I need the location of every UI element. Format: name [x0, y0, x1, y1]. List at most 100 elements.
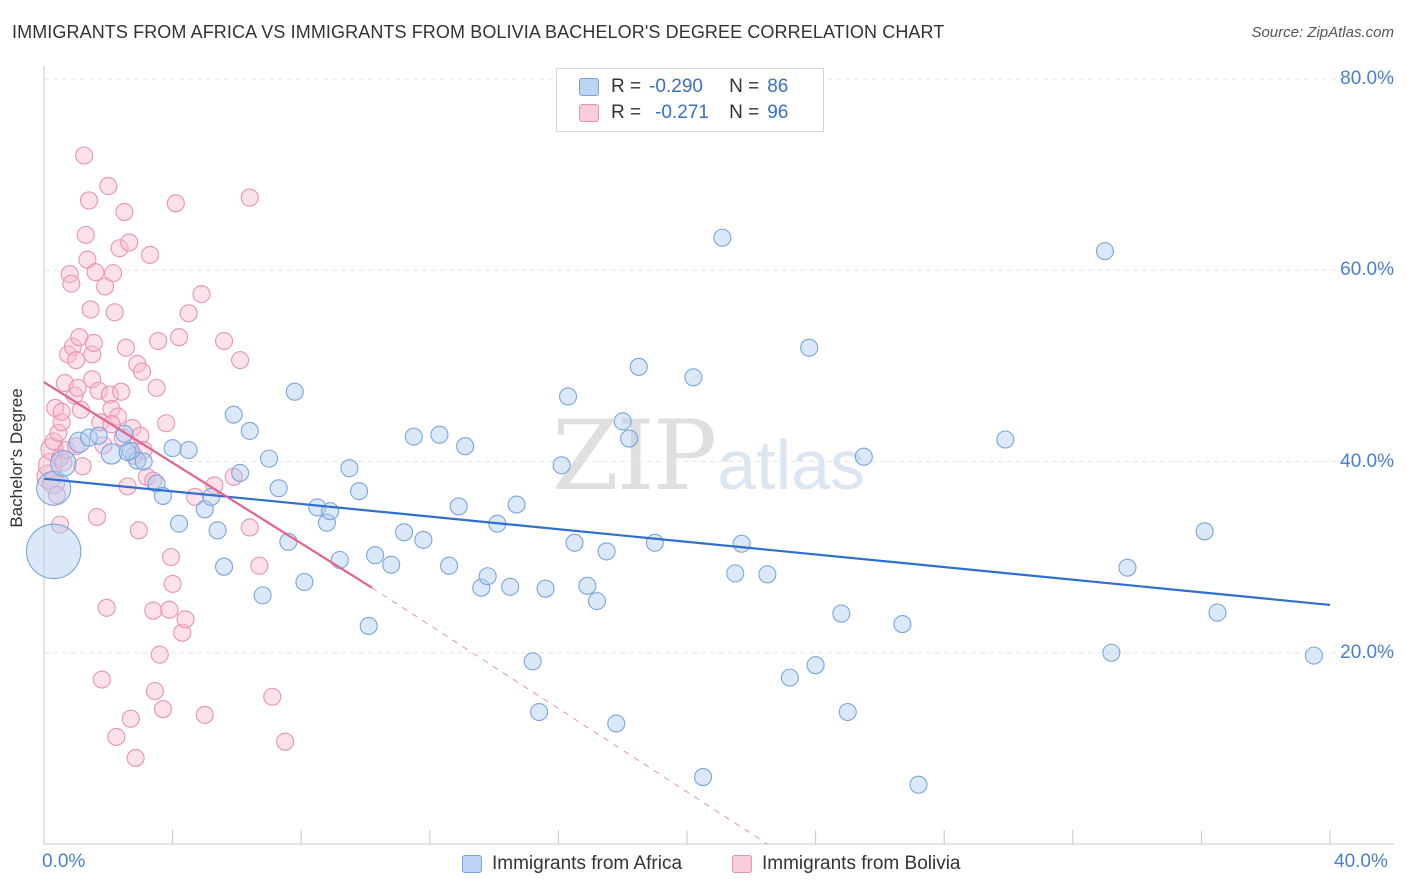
legend-row-africa: R = -0.290 N = 86: [579, 75, 788, 99]
bolivia-point: [87, 507, 107, 527]
bolivia-point: [89, 381, 108, 400]
bolivia-point: [240, 188, 259, 207]
bolivia-point: [153, 700, 173, 719]
africa-point: [578, 576, 597, 595]
africa-point: [1208, 603, 1227, 622]
bolivia-point: [60, 265, 79, 284]
bolivia-point: [240, 518, 259, 537]
bolivia-point: [160, 600, 179, 619]
africa-point: [456, 437, 475, 456]
bottom-legend-africa: Immigrants from Africa: [462, 852, 682, 876]
africa-point: [758, 565, 777, 584]
bolivia-point: [52, 413, 71, 432]
africa-point: [224, 405, 243, 424]
africa-point: [1102, 643, 1121, 662]
bolivia-point: [144, 601, 163, 620]
africa-point: [89, 426, 108, 445]
africa-point: [269, 479, 288, 498]
africa-point: [629, 357, 648, 376]
bolivia-point: [276, 732, 295, 751]
africa-point: [366, 546, 385, 565]
africa-point: [607, 714, 626, 733]
bolivia-point: [161, 548, 181, 567]
africa-point: [732, 534, 751, 553]
bolivia-point: [145, 681, 164, 701]
bolivia-point: [129, 521, 148, 540]
africa-point: [382, 555, 401, 574]
africa-point: [530, 702, 549, 722]
bolivia-points: [36, 146, 295, 767]
bolivia-point: [49, 423, 68, 442]
bolivia-point: [86, 263, 105, 282]
bolivia-point: [47, 485, 66, 505]
africa-point: [317, 513, 336, 532]
africa-point: [359, 616, 378, 636]
bolivia-point: [231, 351, 250, 370]
bolivia-point: [67, 351, 86, 370]
x-tick-label-max: 40.0%: [1334, 851, 1388, 872]
africa-point: [800, 338, 819, 357]
legend-r-value: -0.290: [649, 76, 703, 97]
africa-point: [404, 427, 423, 446]
bolivia-point: [179, 304, 198, 323]
africa-point: [597, 542, 616, 561]
africa-point: [587, 592, 607, 611]
bolivia-point: [195, 705, 214, 724]
africa-point: [253, 586, 272, 605]
bolivia-point: [214, 331, 234, 351]
africa-point: [231, 463, 250, 483]
africa-points: [25, 228, 1323, 794]
bolivia-point: [173, 623, 192, 642]
y-tick-label: 40.0%: [1340, 450, 1394, 472]
africa-point: [854, 447, 873, 466]
africa-swatch: [579, 78, 599, 96]
bottom-legend-bolivia-label: Immigrants from Bolivia: [762, 853, 961, 874]
y-axis-label: Bachelor's Degree: [7, 388, 26, 528]
africa-point: [330, 550, 349, 570]
africa-point: [285, 382, 304, 401]
bolivia-point: [141, 245, 160, 264]
bolivia-point: [147, 378, 166, 397]
bolivia-point: [44, 432, 63, 451]
africa-point: [565, 533, 584, 552]
africa-point: [440, 556, 459, 575]
africa-point: [694, 768, 713, 787]
bolivia-point: [57, 440, 76, 460]
africa-point: [780, 668, 799, 687]
bolivia-point: [108, 407, 127, 426]
bolivia-point: [116, 338, 136, 357]
trend-lines: [43, 381, 1331, 845]
bolivia-point: [68, 378, 87, 397]
bolivia-point: [83, 345, 102, 364]
africa-trend-line: [43, 477, 1331, 607]
africa-point: [620, 429, 639, 448]
bolivia-point: [121, 709, 140, 728]
africa-point: [806, 656, 825, 675]
bolivia-point: [104, 264, 123, 283]
bolivia-point: [176, 610, 195, 629]
africa-point: [214, 557, 234, 576]
africa-point: [350, 482, 369, 501]
africa-point: [909, 775, 928, 794]
bolivia-point: [157, 414, 176, 433]
bolivia-swatch: [732, 855, 752, 873]
africa-point: [240, 421, 259, 440]
axes: [43, 66, 1394, 845]
africa-point: [501, 577, 520, 596]
bolivia-point: [99, 177, 118, 196]
bolivia-point: [250, 556, 269, 575]
legend-r-value: -0.271: [655, 102, 709, 123]
africa-point: [25, 523, 82, 580]
bolivia-point: [96, 277, 115, 296]
africa-point: [478, 567, 497, 586]
bolivia-point: [92, 670, 111, 689]
bolivia-point: [263, 687, 282, 706]
africa-point: [134, 452, 153, 471]
bolivia-point: [63, 337, 82, 356]
africa-point: [536, 579, 555, 598]
africa-point: [613, 412, 632, 431]
bolivia-point: [97, 598, 116, 617]
bolivia-point: [115, 202, 134, 221]
africa-point: [169, 514, 189, 533]
